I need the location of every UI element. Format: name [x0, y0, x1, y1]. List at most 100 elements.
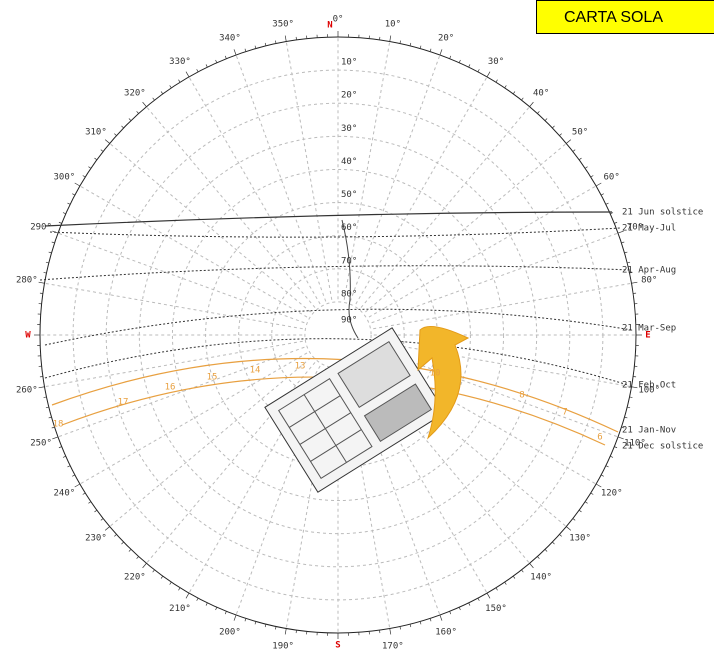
azimuth-radial	[343, 41, 391, 300]
azimuth-label: 10°	[385, 19, 401, 29]
degree-tick	[224, 611, 227, 615]
degree-tick	[614, 446, 618, 449]
azimuth-label: 230°	[85, 534, 107, 544]
degree-tick	[142, 101, 147, 107]
degree-tick	[529, 101, 534, 107]
azimuth-radial	[373, 340, 632, 388]
degree-tick	[631, 386, 638, 389]
degree-tick	[205, 64, 208, 68]
degree-tick	[128, 118, 132, 121]
degree-tick	[51, 241, 55, 244]
degree-tick	[621, 426, 625, 429]
degree-tick	[627, 406, 631, 409]
degree-tick	[38, 281, 45, 284]
degree-tick	[486, 592, 491, 599]
azimuth-label: 200°	[219, 627, 241, 637]
azimuth-label: 30°	[488, 57, 504, 67]
degree-tick	[521, 97, 524, 101]
altitude-ring	[72, 69, 604, 601]
degree-tick	[572, 518, 576, 521]
azimuth-label: 140°	[530, 573, 552, 583]
azimuth-radial	[188, 76, 321, 305]
degree-tick	[419, 45, 422, 49]
degree-tick	[631, 281, 638, 284]
degree-tick	[100, 149, 104, 152]
degree-tick	[128, 549, 132, 552]
degree-tick	[121, 541, 124, 545]
degree-tick	[468, 602, 471, 606]
degree-tick	[215, 607, 218, 611]
curve-jan-nov	[51, 357, 619, 433]
degree-tick	[196, 69, 199, 73]
horizon-circle	[39, 36, 637, 634]
degree-tick	[629, 272, 633, 274]
degree-tick	[244, 618, 247, 622]
azimuth-radial	[373, 282, 632, 330]
degree-tick	[605, 465, 609, 468]
curve-apr-aug	[39, 265, 631, 281]
degree-tick	[409, 42, 412, 46]
degree-tick	[185, 71, 190, 78]
degree-tick	[233, 614, 237, 621]
degree-tick	[74, 483, 81, 488]
degree-tick	[610, 455, 614, 458]
degree-tick	[477, 597, 480, 601]
degree-tick	[152, 97, 155, 101]
azimuth-label: 310°	[85, 127, 107, 137]
degree-tick	[82, 492, 86, 495]
date-curve-label: 21 Apr-Aug	[622, 266, 676, 276]
azimuth-radial	[371, 232, 619, 324]
hour-label: 14	[250, 366, 261, 376]
degree-tick	[82, 175, 86, 178]
degree-tick	[205, 602, 208, 606]
azimuth-label: 320°	[124, 88, 146, 98]
degree-tick	[617, 436, 624, 440]
degree-tick	[429, 618, 432, 622]
building-plan	[264, 327, 446, 493]
degree-tick	[224, 55, 227, 59]
degree-tick	[48, 416, 52, 419]
degree-tick	[566, 526, 572, 531]
degree-tick	[529, 563, 534, 569]
date-curve-label: 21 Jun solstice	[622, 208, 703, 218]
degree-tick	[196, 597, 199, 601]
azimuth-label: 120°	[601, 489, 623, 499]
degree-tick	[617, 230, 624, 234]
degree-tick	[458, 607, 461, 611]
degree-tick	[419, 621, 422, 625]
azimuth-label: 190°	[272, 642, 294, 652]
degree-tick	[121, 125, 124, 129]
degree-tick	[284, 628, 287, 635]
degree-tick	[169, 581, 172, 585]
degree-tick	[590, 175, 594, 178]
altitude-ring	[304, 301, 372, 369]
degree-tick	[94, 157, 98, 161]
azimuth-radial	[365, 143, 567, 313]
degree-tick	[72, 193, 76, 196]
degree-tick	[627, 261, 631, 264]
degree-tick	[284, 35, 287, 42]
azimuth-label: 300°	[53, 173, 75, 183]
compass-label: N	[327, 21, 332, 31]
hour-label: 10	[430, 369, 441, 379]
compass-label: E	[645, 331, 650, 341]
degree-tick	[624, 251, 628, 254]
hour-label: 17	[118, 398, 129, 408]
azimuth-radial	[109, 357, 311, 527]
degree-tick	[572, 149, 576, 152]
degree-tick	[136, 111, 139, 114]
date-curve-label: 21 May-Jul	[622, 224, 676, 234]
azimuth-radial	[57, 346, 305, 438]
degree-tick	[72, 474, 76, 477]
altitude-label: 50°	[341, 190, 357, 200]
altitude-label: 10°	[341, 58, 357, 68]
azimuth-radial	[355, 76, 488, 305]
degree-tick	[114, 133, 117, 136]
degree-tick	[264, 624, 267, 628]
degree-tick	[537, 556, 540, 559]
degree-tick	[264, 42, 267, 46]
azimuth-label: 170°	[382, 642, 404, 652]
degree-tick	[254, 621, 257, 625]
rotation-arrow	[417, 325, 470, 440]
